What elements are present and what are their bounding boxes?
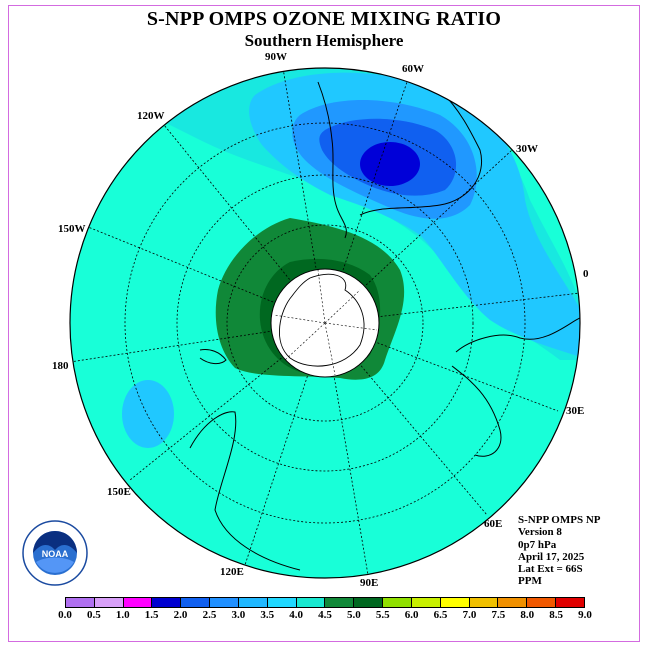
colorbar-swatch xyxy=(296,598,326,607)
lon-label-150e: 150E xyxy=(107,486,131,498)
colorbar-swatch xyxy=(123,598,153,607)
colorbar-tick-label: 4.0 xyxy=(289,609,303,621)
lon-label-150w: 150W xyxy=(58,223,86,235)
colorbar-tick-label: 7.5 xyxy=(491,609,506,621)
info-line: 0p7 hPa xyxy=(518,538,557,551)
lon-label-60e: 60E xyxy=(484,518,503,530)
colorbar-tick-label: 3.5 xyxy=(260,609,275,621)
map-boundary xyxy=(69,67,581,579)
info-line: April 17, 2025 xyxy=(518,550,585,563)
ozone-field-1_5 xyxy=(360,142,420,186)
colorbar-tick-label: 9.0 xyxy=(578,609,592,621)
colorbar-swatch xyxy=(66,598,95,607)
colorbar-swatch xyxy=(210,598,239,607)
ozone-field-patch xyxy=(122,380,174,448)
colorbar-swatch xyxy=(181,598,211,607)
colorbar-tick-label: 7.0 xyxy=(462,609,477,621)
colorbar-swatch xyxy=(411,598,441,607)
product-info: S-NPP OMPS NP Version 8 0p7 hPa April 17… xyxy=(518,514,601,588)
colorbar-swatch xyxy=(469,598,499,607)
info-line: Version 8 xyxy=(518,526,562,539)
map-subtitle: Southern Hemisphere xyxy=(244,31,404,50)
lon-label-30w: 30W xyxy=(516,143,538,155)
colorbar-tick-label: 2.5 xyxy=(202,609,217,621)
noaa-logo: NOAA xyxy=(22,520,88,586)
colorbar-swatch xyxy=(267,598,297,607)
lon-label-90w: 90W xyxy=(265,51,287,63)
colorbar-swatch xyxy=(556,598,584,607)
colorbar-tick-label: 2.0 xyxy=(173,609,188,621)
colorbar-tick-label: 0.5 xyxy=(87,609,101,621)
colorbar-swatch xyxy=(152,598,182,607)
lon-label-120e: 120E xyxy=(220,566,244,578)
colorbar-tick-label: 5.5 xyxy=(375,609,390,621)
colorbar-tick-label: 5.0 xyxy=(347,609,361,621)
info-line: S-NPP OMPS NP xyxy=(518,514,601,526)
colorbar-swatch xyxy=(440,598,470,607)
figure-frame xyxy=(8,5,640,642)
colorbar-tick-label: 1.5 xyxy=(144,609,159,621)
lon-label-30e: 30E xyxy=(566,405,585,417)
colorbar xyxy=(65,597,585,608)
colorbar-tick-label: 0.0 xyxy=(58,609,72,621)
colorbar-swatch xyxy=(94,598,124,607)
colorbar-tick-label: 3.0 xyxy=(231,609,246,621)
antarctica-outline xyxy=(279,273,365,367)
lon-label-60w: 60W xyxy=(402,63,424,75)
colorbar-tick-label: 6.0 xyxy=(404,609,419,621)
colorbar-swatch xyxy=(354,598,384,607)
colorbar-swatch xyxy=(238,598,268,607)
lon-label-120w: 120W xyxy=(137,110,165,122)
colorbar-tick-label: 8.0 xyxy=(520,609,535,621)
map-title: S-NPP OMPS OZONE MIXING RATIO xyxy=(146,8,502,30)
info-line: Lat Ext = 66S xyxy=(518,563,583,576)
colorbar-tick-label: 8.5 xyxy=(549,609,563,621)
info-line: PPM xyxy=(518,575,542,588)
lon-label-90e: 90E xyxy=(360,577,379,589)
lon-label-0: 0 xyxy=(583,268,589,280)
colorbar-swatch xyxy=(325,598,355,607)
logo-text: NOAA xyxy=(42,549,69,559)
colorbar-swatch xyxy=(383,598,412,607)
colorbar-swatch xyxy=(527,598,557,607)
colorbar-tick-label: 4.5 xyxy=(318,609,332,621)
lon-label-180: 180 xyxy=(52,360,69,372)
colorbar-tick-label: 6.5 xyxy=(433,609,448,621)
colorbar-tick-label: 1.0 xyxy=(115,609,130,621)
colorbar-swatch xyxy=(498,598,528,607)
